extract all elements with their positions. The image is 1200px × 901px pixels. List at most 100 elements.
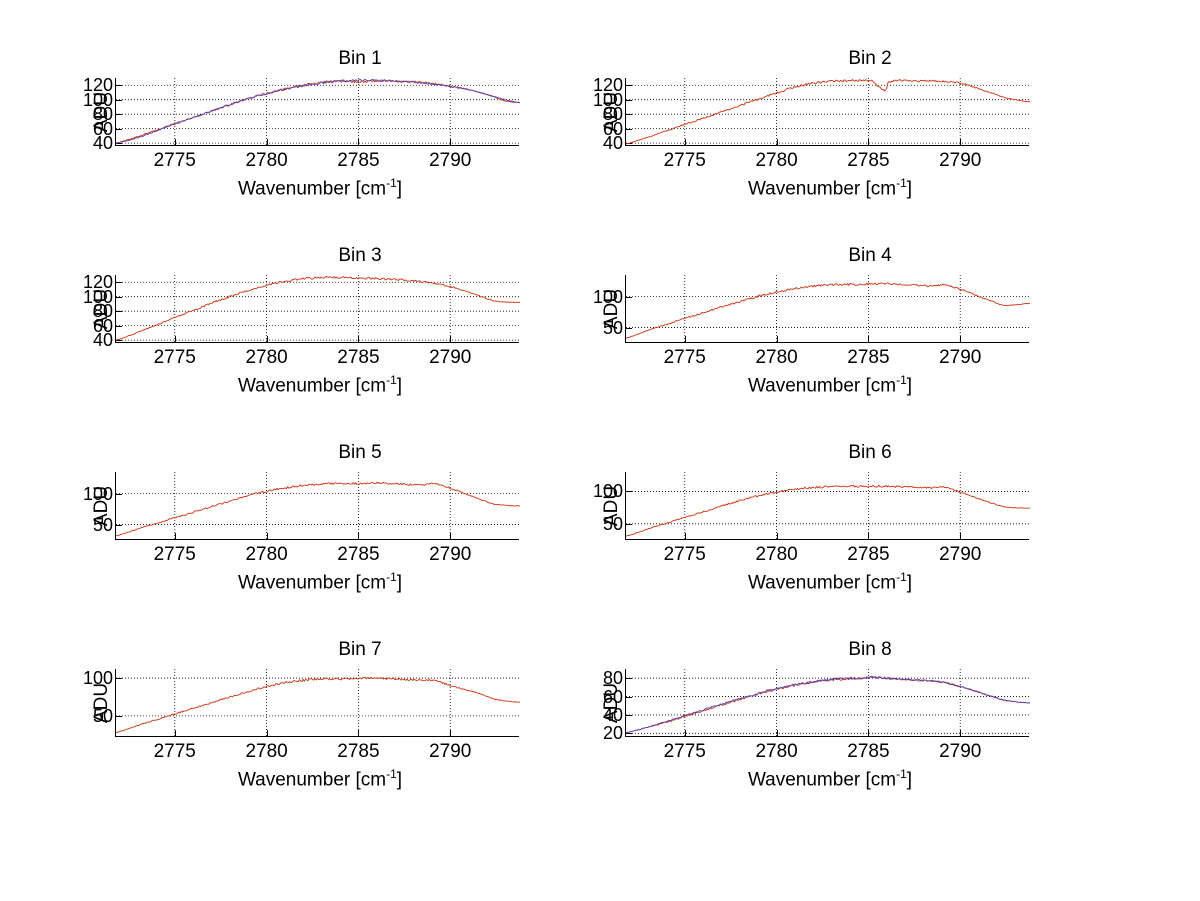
gridlines [116, 275, 520, 343]
x-tick-mark [174, 139, 176, 145]
y-tick-label: 40 [92, 330, 113, 351]
y-tick-label: 120 [592, 75, 623, 96]
subplot-bin-8: Bin 8 ADU 20 40 60 80 2775 2780 2785 2790 Wavenumb… [570, 633, 1170, 836]
x-tick-mark [358, 730, 360, 736]
x-tick-mark [868, 139, 870, 145]
x-tick-mark [684, 533, 686, 539]
x-tick-label: 2785 [847, 150, 890, 171]
y-tick-mark [116, 128, 122, 130]
y-tick-mark [116, 325, 122, 327]
x-axis-label: Wavenumber [cm-1] [60, 767, 580, 791]
x-axis-label: Wavenumber [cm-1] [60, 176, 580, 200]
data-series-spectrum-overlay [116, 78, 520, 144]
x-tick-label: 2785 [337, 544, 380, 565]
x-axis-label-exponent: -1 [896, 767, 907, 781]
y-tick-label: 100 [82, 668, 113, 689]
y-tick-mark [626, 714, 632, 716]
x-tick-label: 2780 [245, 347, 288, 368]
plot-area: ADU 40 60 80 100 120 2775 2780 2785 2790 [83, 273, 520, 368]
x-axis-label: Wavenumber [cm-1] [570, 373, 1090, 397]
plot-canvas [626, 669, 1030, 737]
x-tick-label: 2790 [429, 741, 472, 762]
y-tick-label: 40 [92, 133, 113, 154]
y-tick-mark [116, 715, 122, 717]
x-axis-label-exponent: -1 [386, 373, 397, 387]
y-tick-mark [116, 85, 122, 87]
y-tick-label: 100 [82, 286, 113, 307]
y-tick-label: 80 [92, 104, 113, 125]
x-tick-mark [266, 730, 268, 736]
y-tick-mark [626, 733, 632, 735]
y-tick-label: 100 [82, 89, 113, 110]
y-tick-label: 50 [92, 514, 113, 535]
x-tick-mark [358, 139, 360, 145]
x-tick-mark [960, 139, 962, 145]
y-tick-mark [116, 493, 122, 495]
x-tick-label: 2785 [337, 741, 380, 762]
x-tick-mark [174, 533, 176, 539]
x-tick-mark [266, 139, 268, 145]
plot-area: ADU 40 60 80 100 120 2775 2780 2785 2790 [593, 76, 1030, 171]
data-series-spectrum [626, 79, 1030, 145]
x-tick-label: 2790 [429, 544, 472, 565]
x-tick-mark [960, 730, 962, 736]
data-series-spectrum [116, 79, 520, 144]
x-tick-label: 2780 [245, 150, 288, 171]
x-tick-label: 2785 [847, 741, 890, 762]
plot-area: ADU 50 100 2775 2780 2785 2790 [593, 275, 1030, 368]
x-axis-label-text: Wavenumber [cm [747, 178, 897, 200]
data-series-spectrum [116, 276, 520, 341]
x-tick-label: 2775 [663, 741, 706, 762]
data-series-spectrum [626, 282, 1030, 339]
data-series-spectrum [116, 676, 520, 733]
y-tick-mark [116, 311, 122, 313]
y-tick-label: 100 [82, 483, 113, 504]
x-tick-label: 2775 [663, 150, 706, 171]
x-axis-label-bracket: ] [396, 769, 403, 791]
y-tick-label: 50 [92, 705, 113, 726]
y-tick-label: 60 [92, 118, 113, 139]
x-axis-label-bracket: ] [396, 572, 403, 594]
x-axis-label: Wavenumber [cm-1] [570, 176, 1090, 200]
x-tick-mark [266, 336, 268, 342]
y-tick-label: 100 [592, 481, 623, 502]
subplot-title: Bin 5 [338, 442, 382, 463]
x-tick-mark [776, 533, 778, 539]
y-tick-label: 120 [82, 272, 113, 293]
y-tick-label: 50 [602, 513, 623, 534]
y-tick-mark [116, 143, 122, 145]
x-axis-label-bracket: ] [906, 375, 913, 397]
subplot-title: Bin 6 [848, 442, 892, 463]
y-tick-mark [116, 282, 122, 284]
y-tick-label: 100 [592, 286, 623, 307]
plot-canvas [116, 472, 520, 540]
y-tick-mark [116, 524, 122, 526]
y-tick-label: 100 [592, 89, 623, 110]
y-tick-label: 40 [602, 704, 623, 725]
gridlines [116, 78, 520, 146]
x-tick-label: 2790 [429, 347, 472, 368]
y-tick-label: 60 [92, 315, 113, 336]
x-axis-label-bracket: ] [906, 178, 913, 200]
x-tick-label: 2790 [429, 150, 472, 171]
x-tick-label: 2775 [153, 150, 196, 171]
x-tick-mark [868, 533, 870, 539]
x-tick-mark [450, 730, 452, 736]
x-tick-label: 2780 [755, 544, 798, 565]
x-tick-mark [776, 336, 778, 342]
x-tick-label: 2790 [939, 544, 982, 565]
y-tick-mark [116, 296, 122, 298]
x-tick-mark [868, 336, 870, 342]
x-axis-label: Wavenumber [cm-1] [60, 570, 580, 594]
y-tick-mark [626, 128, 632, 130]
x-tick-mark [450, 533, 452, 539]
plot-area: ADU 50 100 2775 2780 2785 2790 [83, 472, 520, 565]
plot-area: ADU 40 60 80 100 120 2775 2780 2785 2790 [83, 76, 520, 171]
y-tick-mark [626, 327, 632, 329]
plot-canvas [626, 275, 1030, 343]
data-series-spectrum [116, 481, 520, 537]
x-tick-label: 2785 [847, 544, 890, 565]
subplot-bin-5: Bin 5 ADU 50 100 2775 2780 2785 2790 Wavenumber … [60, 436, 660, 639]
x-tick-mark [450, 336, 452, 342]
